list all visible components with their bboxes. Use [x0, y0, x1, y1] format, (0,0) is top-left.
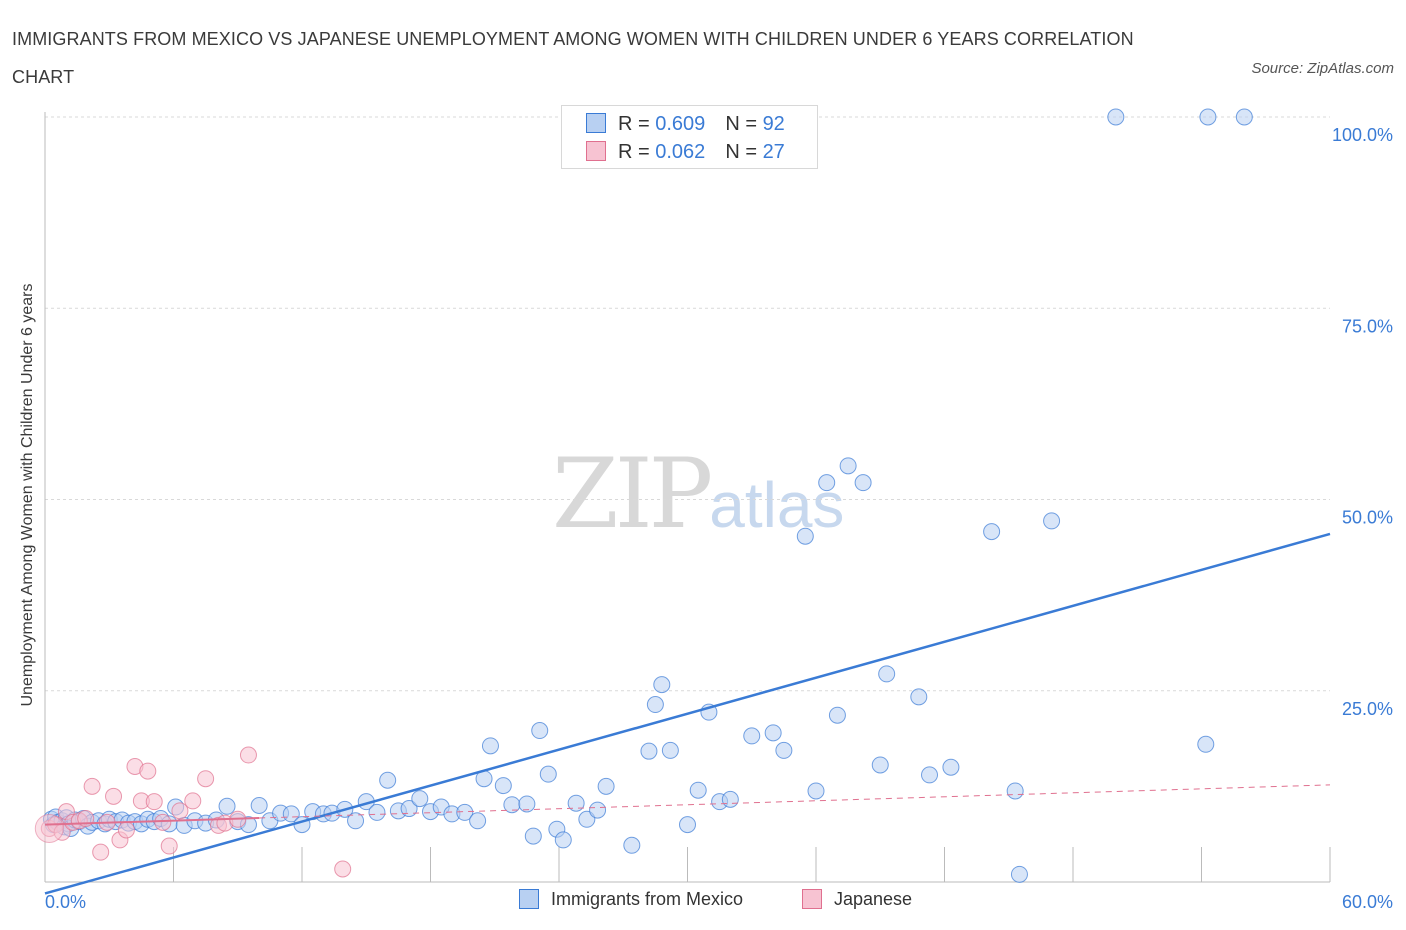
point-mexico: [554, 831, 572, 849]
point-mexico: [775, 741, 793, 759]
bottom-legend-label: Immigrants from Mexico: [551, 889, 744, 909]
point-mexico: [456, 803, 474, 821]
point-japanese: [117, 821, 135, 839]
point-mexico: [743, 727, 761, 745]
point-mexico: [623, 836, 641, 854]
point-mexico: [531, 722, 549, 740]
point-mexico: [689, 781, 707, 799]
x-tick-label: 60.0%: [1342, 892, 1393, 912]
point-japanese: [105, 787, 123, 805]
point-mexico: [1010, 865, 1028, 883]
x-tick-label: 0.0%: [45, 892, 86, 912]
point-japanese: [239, 746, 257, 764]
point-mexico: [679, 816, 696, 834]
legend-r-value: 0.609: [655, 113, 706, 135]
point-japanese: [145, 793, 163, 811]
y-tick-label: 75.0%: [1342, 316, 1393, 336]
legend-n-label: N =: [725, 141, 763, 163]
point-mexico: [1107, 108, 1125, 126]
legend: R = 0.609 N = 92 R = 0.062 N = 27: [561, 105, 818, 169]
point-mexico: [807, 782, 825, 800]
point-mexico: [400, 800, 418, 818]
legend-swatch-pink: [586, 141, 606, 161]
source-label: Source: ZipAtlas.com: [1251, 60, 1394, 77]
legend-row-japanese: R = 0.062 N = 27: [586, 140, 785, 164]
point-mexico: [518, 795, 536, 813]
point-mexico: [1197, 735, 1215, 753]
point-japanese: [154, 813, 172, 831]
point-mexico: [640, 742, 658, 760]
point-japanese: [160, 837, 178, 855]
y-tick-label: 100.0%: [1332, 125, 1393, 145]
bottom-legend-swatch-blue: [519, 889, 539, 909]
point-japanese: [197, 770, 215, 788]
y-tick-label: 50.0%: [1342, 508, 1393, 528]
point-japanese-cluster: [34, 813, 64, 843]
point-mexico: [469, 812, 487, 830]
legend-r-value: 0.062: [655, 141, 706, 163]
point-japanese: [83, 777, 101, 795]
point-japanese: [171, 802, 189, 820]
point-mexico: [524, 827, 542, 845]
point-mexico: [589, 801, 607, 819]
legend-n-label: N =: [725, 113, 763, 135]
legend-r-label: R =: [618, 141, 656, 163]
legend-swatch-blue: [586, 113, 606, 133]
point-mexico: [368, 803, 386, 821]
bottom-legend-swatch-pink: [802, 889, 822, 909]
legend-n-value: 92: [762, 113, 785, 135]
legend-row-mexico: R = 0.609 N = 92: [586, 112, 785, 136]
bottom-legend-label: Japanese: [834, 889, 913, 909]
point-mexico: [796, 527, 814, 545]
point-mexico: [1006, 782, 1024, 800]
bottom-legend-japanese: Japanese: [802, 889, 912, 910]
point-mexico: [347, 812, 365, 830]
point-mexico: [653, 676, 671, 694]
bottom-legend-mexico: Immigrants from Mexico: [519, 889, 743, 910]
point-mexico: [942, 758, 960, 776]
point-mexico: [494, 777, 512, 795]
point-mexico: [282, 805, 300, 823]
trendline-mexico: [44, 532, 1331, 895]
point-mexico: [481, 737, 499, 755]
chart-title: IMMIGRANTS FROM MEXICO VS JAPANESE UNEMP…: [12, 29, 1134, 87]
trendline-japanese-dashed: [259, 784, 1331, 819]
point-mexico: [871, 756, 889, 774]
point-mexico: [910, 688, 928, 706]
point-mexico: [839, 457, 857, 475]
point-mexico: [828, 706, 846, 724]
legend-n-value: 27: [762, 141, 785, 163]
point-japanese: [139, 762, 157, 780]
point-mexico: [764, 724, 782, 742]
point-mexico: [250, 797, 268, 814]
point-mexico: [646, 696, 664, 714]
point-mexico: [661, 741, 679, 759]
point-mexico: [921, 766, 939, 784]
point-japanese: [184, 792, 202, 810]
trendline-japanese-solid: [44, 816, 260, 826]
watermark-zip: ZIP: [552, 438, 713, 550]
legend-r-label: R =: [618, 113, 656, 135]
point-japanese: [334, 860, 352, 878]
point-mexico: [818, 474, 836, 492]
point-mexico: [1235, 108, 1253, 126]
point-mexico: [854, 474, 872, 492]
point-mexico: [539, 765, 557, 783]
point-japanese: [92, 843, 110, 861]
point-mexico: [597, 777, 615, 795]
y-tick-label: 25.0%: [1342, 699, 1393, 719]
point-mexico: [379, 771, 397, 789]
point-mexico: [721, 790, 739, 808]
point-mexico: [878, 665, 896, 683]
point-mexico: [218, 797, 236, 815]
point-mexico: [1043, 512, 1061, 530]
point-mexico: [567, 794, 585, 812]
point-mexico: [1199, 108, 1217, 126]
point-mexico: [411, 790, 429, 808]
point-mexico: [983, 523, 1001, 541]
